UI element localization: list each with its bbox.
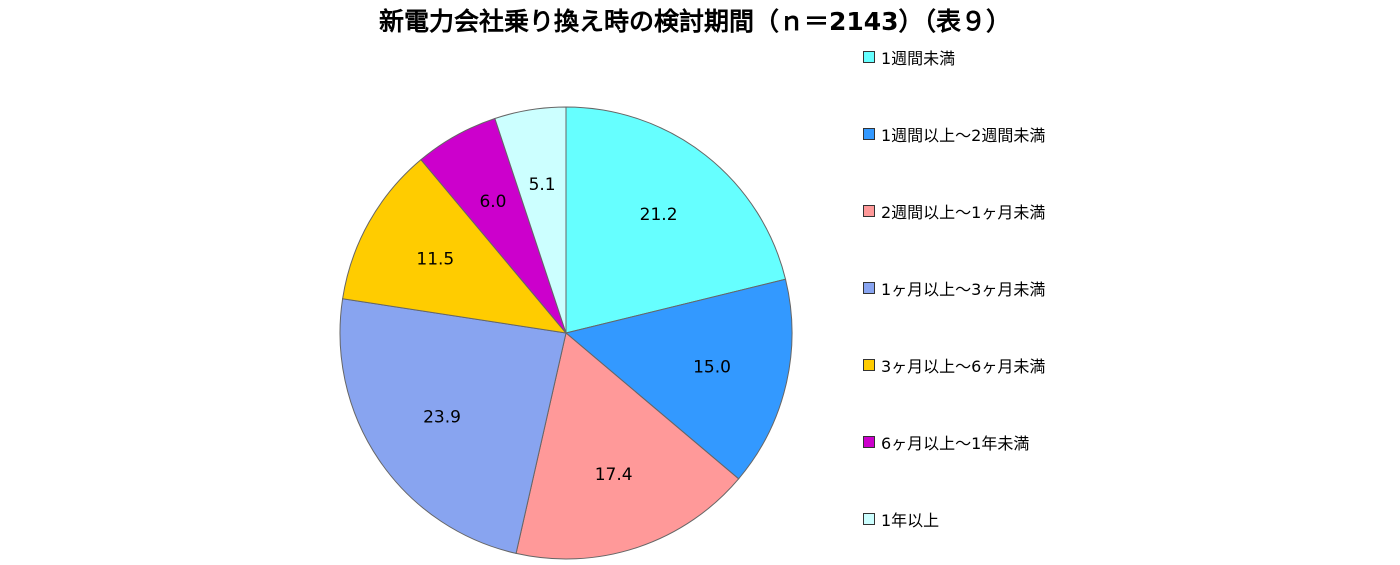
legend-item-6: 6ヶ月以上～1年未満 [863,431,1029,453]
legend-swatch-5 [863,359,875,371]
legend-item-4: 1ヶ月以上～3ヶ月未満 [863,277,1045,299]
pie-slice-3 [515,332,740,560]
data-label-5: 11.5 [416,249,454,269]
legend-swatch-3 [863,205,875,217]
legend-label-3: 2週間以上～1ヶ月未満 [881,203,1046,222]
legend-item-3: 2週間以上～1ヶ月未満 [863,200,1045,222]
legend-item-5: 3ヶ月以上～6ヶ月未満 [863,354,1045,376]
legend-swatch-7 [863,513,875,525]
pie-slice-5 [342,158,568,334]
legend-label-1: 1週間未満 [881,49,956,68]
pie-slice-7 [494,106,567,334]
data-label-3: 17.4 [595,465,633,485]
pie-data-labels: 21.2 15.0 17.4 23.9 11.5 6.0 5.1 [416,175,731,485]
legend-swatch-1 [863,51,875,63]
data-label-6: 6.0 [479,192,506,212]
legend-label-6: 6ヶ月以上～1年未満 [881,434,1030,453]
legend-label-4: 1ヶ月以上～3ヶ月未満 [881,280,1046,299]
chart-title: 新電力会社乗り換え時の検討期間（ｎ＝2143）（表９） [378,7,1012,36]
data-label-2: 15.0 [693,357,731,377]
data-label-4: 23.9 [423,407,461,427]
pie-slice-4 [339,298,567,555]
data-label-1: 21.2 [640,205,678,225]
pie-slices [339,106,793,560]
legend-swatch-2 [863,128,875,140]
legend-item-7: 1年以上 [863,508,939,530]
legend-swatch-6 [863,436,875,448]
legend-label-2: 1週間以上～2週間未満 [881,126,1046,145]
data-label-7: 5.1 [529,175,556,195]
legend-item-1: 1週間未満 [863,46,955,68]
legend-swatch-4 [863,282,875,294]
pie-slice-2 [564,278,793,480]
legend-label-5: 3ヶ月以上～6ヶ月未満 [881,357,1046,376]
legend-item-2: 1週間以上～2週間未満 [863,123,1045,145]
legend-label-7: 1年以上 [881,511,940,530]
pie-slice-1 [565,106,787,334]
